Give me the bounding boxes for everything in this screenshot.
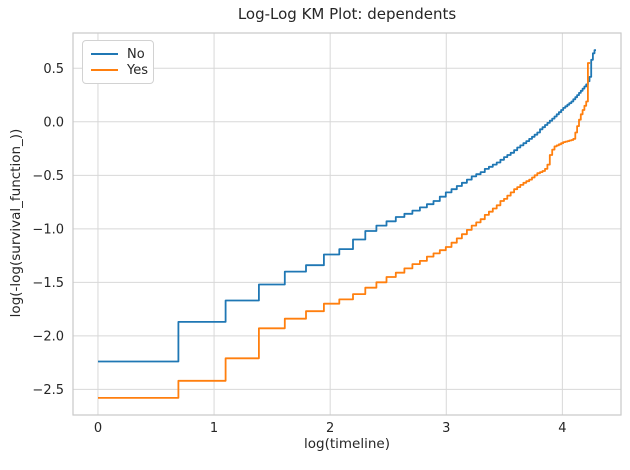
legend-line-yes-icon xyxy=(91,68,118,72)
x-tick-label: 0 xyxy=(94,421,102,436)
x-tick-label: 4 xyxy=(558,421,566,436)
y-tick-label: −0.5 xyxy=(32,169,64,184)
y-tick-label: −2.0 xyxy=(32,329,64,344)
legend-entry-yes: Yes xyxy=(91,62,148,78)
legend: No Yes xyxy=(82,40,154,84)
x-tick-label: 3 xyxy=(442,421,450,436)
x-tick-labels: 0 1 2 3 4 xyxy=(94,421,567,436)
y-tick-label: 0.5 xyxy=(43,62,64,77)
gridlines xyxy=(73,33,621,415)
chart-title: Log-Log KM Plot: dependents xyxy=(237,5,457,23)
legend-entry-no: No xyxy=(91,46,145,62)
y-tick-label: −1.5 xyxy=(32,276,64,291)
legend-label-yes: Yes xyxy=(127,62,148,78)
plot-border xyxy=(72,32,622,416)
legend-label-no: No xyxy=(127,46,145,62)
y-tick-label: 0.0 xyxy=(43,115,64,130)
x-tick-label: 2 xyxy=(326,421,334,436)
y-tick-label: −1.0 xyxy=(32,222,64,237)
legend-line-no-icon xyxy=(91,52,118,56)
x-axis-label: log(timeline) xyxy=(304,436,390,452)
y-tick-label: −2.5 xyxy=(32,383,64,398)
km-curve-no xyxy=(98,49,596,363)
y-axis-label: log(-log(survival_function_)) xyxy=(8,128,24,318)
y-tick-labels: 0.5 0.0 −0.5 −1.0 −1.5 −2.0 −2.5 xyxy=(32,62,64,398)
km-curve-yes xyxy=(98,62,591,399)
curves xyxy=(98,49,596,399)
x-tick-label: 1 xyxy=(210,421,218,436)
